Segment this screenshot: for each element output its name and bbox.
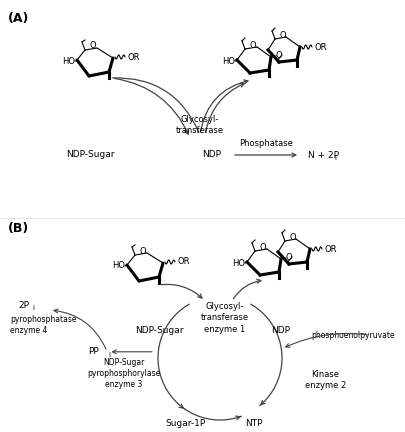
- Text: PP: PP: [88, 347, 99, 356]
- Text: (B): (B): [8, 222, 29, 235]
- Text: Glycosyl-
transferase
enzyme 1: Glycosyl- transferase enzyme 1: [200, 302, 248, 334]
- Text: phosphoenolpyruvate: phosphoenolpyruvate: [311, 330, 394, 340]
- Text: NDP: NDP: [271, 326, 290, 335]
- Text: Sugar-1P: Sugar-1P: [165, 419, 205, 428]
- Text: HO: HO: [222, 57, 235, 66]
- Text: NDP-Sugar
pyrophosphorylase
enzyme 3: NDP-Sugar pyrophosphorylase enzyme 3: [87, 358, 160, 389]
- Text: Phosphatase: Phosphatase: [239, 139, 292, 148]
- Text: OR: OR: [128, 53, 140, 61]
- Text: NDP-Sugar: NDP-Sugar: [66, 150, 114, 159]
- Text: O: O: [279, 31, 285, 39]
- Text: i: i: [32, 305, 34, 311]
- Text: HO: HO: [232, 258, 245, 267]
- Text: 2P: 2P: [18, 301, 29, 309]
- Text: O: O: [139, 247, 146, 255]
- Text: (A): (A): [8, 12, 29, 25]
- Text: OR: OR: [314, 42, 327, 51]
- Text: Kinase
enzyme 2: Kinase enzyme 2: [304, 370, 345, 390]
- Text: i: i: [333, 155, 335, 161]
- Text: O: O: [90, 41, 96, 51]
- Text: i: i: [108, 352, 110, 358]
- Text: Glycosyl-
transferase: Glycosyl- transferase: [175, 115, 224, 135]
- Text: OR: OR: [324, 245, 337, 254]
- Text: HO: HO: [112, 261, 125, 270]
- Text: O: O: [288, 232, 295, 241]
- Text: pyrophosphatase
enzyme 4: pyrophosphatase enzyme 4: [10, 315, 76, 335]
- Text: O: O: [275, 51, 281, 60]
- Text: O: O: [285, 252, 292, 261]
- Text: NDP: NDP: [202, 150, 221, 159]
- Text: N + 2P: N + 2P: [307, 150, 338, 159]
- Text: OR: OR: [177, 257, 190, 267]
- Text: O: O: [249, 41, 256, 50]
- Text: NDP-Sugar: NDP-Sugar: [134, 326, 183, 335]
- Text: HO: HO: [62, 57, 75, 66]
- Text: NTP: NTP: [245, 419, 262, 428]
- Text: O: O: [259, 242, 266, 251]
